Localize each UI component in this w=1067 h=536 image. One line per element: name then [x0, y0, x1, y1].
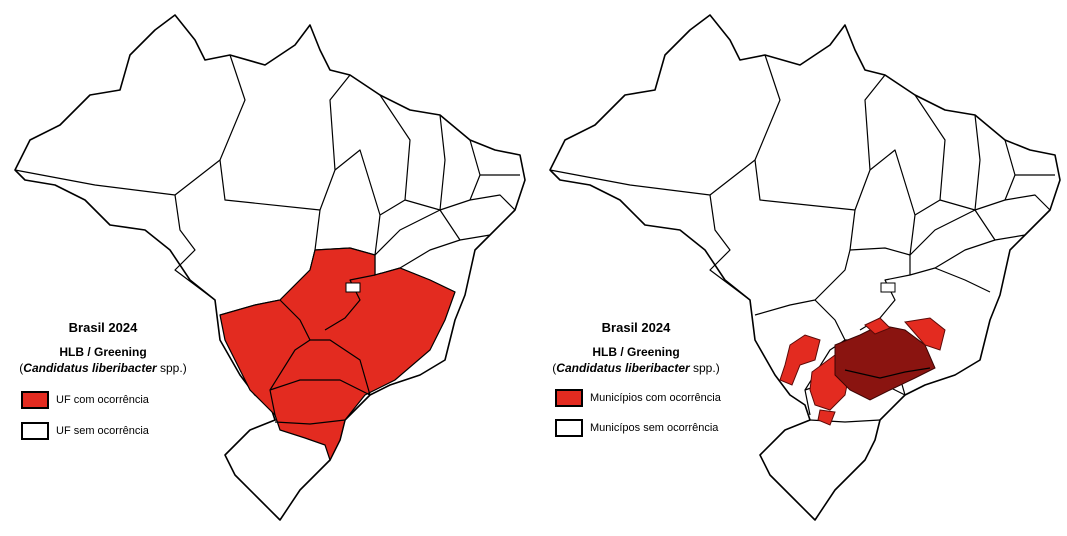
- legend-swatch: [21, 391, 49, 409]
- map-outline: [14, 14, 526, 521]
- map-subtitle: HLB / Greening: [59, 345, 146, 359]
- map-title: Brasil 2024: [69, 320, 138, 335]
- map-right: Brasil 2024 HLB / Greening (Candidatus l…: [549, 14, 1061, 521]
- legend-label: Municípos sem ocorrência: [590, 422, 719, 434]
- municipality-region: [864, 317, 891, 335]
- map-note: (Candidatus liberibacter spp.): [19, 361, 186, 375]
- map-outline: [549, 14, 1061, 521]
- legend-swatch: [555, 419, 583, 437]
- municipality-region: [779, 334, 821, 386]
- legend-swatch: [21, 422, 49, 440]
- legend-label: Municípios com ocorrência: [590, 392, 722, 404]
- legend-label: UF sem ocorrência: [56, 425, 150, 437]
- map-left: Brasil 2024 HLB / Greening (Candidatus l…: [14, 14, 526, 521]
- map-title: Brasil 2024: [602, 320, 671, 335]
- map-subtitle: HLB / Greening: [592, 345, 679, 359]
- df: [345, 282, 361, 293]
- state-region: [219, 247, 456, 462]
- municipality-region: [904, 317, 946, 351]
- municipality-region: [817, 409, 836, 426]
- df: [880, 282, 896, 293]
- legend-swatch: [555, 389, 583, 407]
- map-note: (Candidatus liberibacter spp.): [552, 361, 719, 375]
- legend-label: UF com ocorrência: [56, 394, 150, 406]
